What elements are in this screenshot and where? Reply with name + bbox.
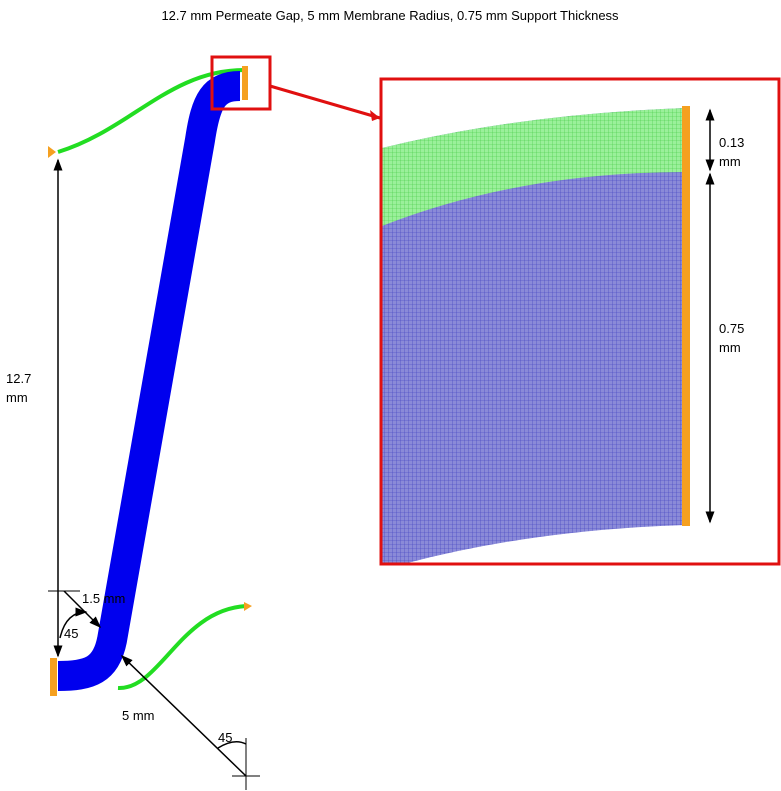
edge-marker — [242, 66, 248, 100]
edge-marker — [50, 658, 57, 696]
angle-bottom-label: 45 — [218, 730, 232, 745]
zoom-view — [382, 106, 690, 570]
gap-unit: mm — [6, 390, 28, 405]
fillet-label: 1.5 mm — [82, 591, 125, 606]
membrane-bottom — [118, 606, 246, 688]
edge-marker — [48, 146, 56, 158]
title: 12.7 mm Permeate Gap, 5 mm Membrane Radi… — [161, 8, 619, 23]
radius-label: 5 mm — [122, 708, 155, 723]
support — [58, 86, 240, 676]
zoom-connector — [270, 86, 380, 118]
diagram: 12.7 mm Permeate Gap, 5 mm Membrane Radi… — [0, 0, 781, 791]
edge-marker — [244, 602, 252, 611]
edge-marker — [682, 106, 690, 526]
membrane-value: 0.13 — [719, 135, 744, 150]
gap-value: 12.7 — [6, 371, 31, 386]
support-value: 0.75 — [719, 321, 744, 336]
membrane-unit: mm — [719, 154, 741, 169]
support-unit: mm — [719, 340, 741, 355]
angle-top-label: 45 — [64, 626, 78, 641]
zoom-arrowhead — [370, 110, 380, 121]
